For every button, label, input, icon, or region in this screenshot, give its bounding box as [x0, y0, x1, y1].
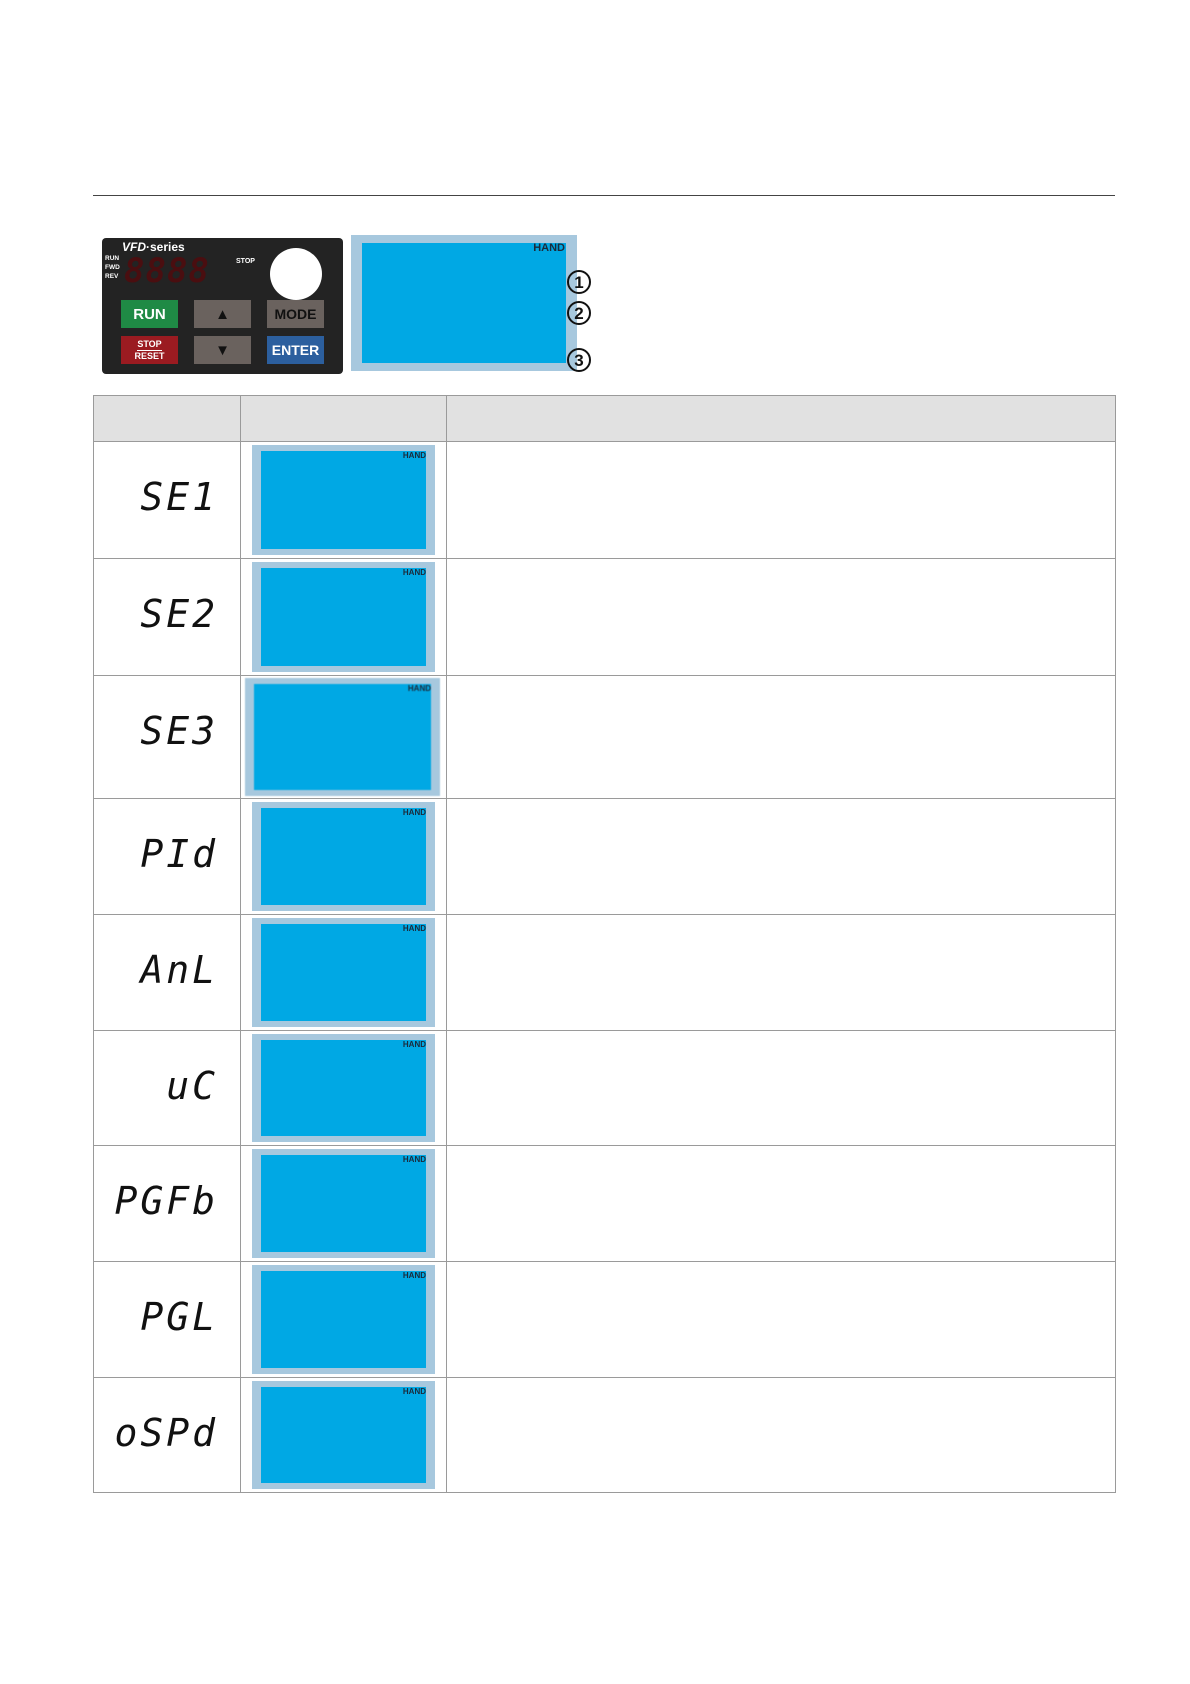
stop-indicator: STOP: [236, 258, 255, 265]
frequency-knob[interactable]: [270, 248, 322, 300]
description-cell: [446, 914, 1116, 1031]
description-cell: [446, 1030, 1116, 1146]
table-row: PId HAND: [93, 798, 1116, 915]
table-row: SE1 HAND: [93, 441, 1116, 559]
lcd-thumbnail: HAND: [252, 445, 435, 555]
lcd-cell: HAND: [240, 1030, 447, 1146]
lcd-screen: [362, 243, 566, 363]
lcd-screen: [261, 808, 426, 905]
code-cell: uC: [93, 1030, 241, 1146]
lcd-screen: [254, 684, 431, 790]
lcd-cell: HAND: [240, 441, 447, 559]
hand-label: HAND: [402, 451, 426, 460]
description-cell: [446, 441, 1116, 559]
up-button[interactable]: ▲: [194, 300, 251, 328]
lcd-screen: [261, 924, 426, 1021]
seven-segment-code: SE1: [140, 475, 218, 519]
hand-label: HAND: [407, 684, 431, 693]
description-cell: [446, 558, 1116, 676]
code-cell: SE3: [93, 675, 241, 799]
lcd-screen: [261, 1155, 426, 1252]
seven-segment-code: oSPd: [114, 1411, 218, 1455]
callout-3: 3: [567, 348, 591, 372]
hand-label: HAND: [533, 242, 565, 254]
down-button[interactable]: ▼: [194, 336, 251, 364]
keypad-panel: VFD·series RUN FWD REV 8888 STOP RUN ▲ M…: [102, 238, 343, 374]
hand-label: HAND: [402, 1387, 426, 1396]
table-row: AnL HAND: [93, 914, 1116, 1031]
lcd-screen: [261, 568, 426, 666]
seven-segment-code: PId: [140, 832, 218, 876]
enter-button[interactable]: ENTER: [267, 336, 324, 364]
description-cell: [446, 1145, 1116, 1262]
hand-label: HAND: [402, 924, 426, 933]
hand-label: HAND: [402, 808, 426, 817]
table-row: SE3 HAND: [93, 675, 1116, 799]
lcd-display: HAND: [351, 235, 577, 371]
header-code: [93, 395, 241, 442]
indicator-fwd: FWD: [105, 264, 120, 271]
led-display: 8888: [124, 251, 210, 291]
table-row: uC HAND: [93, 1030, 1116, 1146]
lcd-thumbnail: HAND: [252, 802, 435, 911]
lcd-thumbnail: HAND: [252, 1381, 435, 1489]
header-lcd: [240, 395, 447, 442]
code-cell: SE2: [93, 558, 241, 676]
seven-segment-code: SE2: [140, 592, 218, 636]
seven-segment-code: PGL: [140, 1295, 218, 1339]
seven-segment-code: uC: [166, 1064, 218, 1108]
hand-label: HAND: [402, 1155, 426, 1164]
lcd-cell: HAND: [240, 798, 447, 915]
lcd-screen: [261, 1387, 426, 1483]
code-cell: PId: [93, 798, 241, 915]
hand-label: HAND: [402, 1271, 426, 1280]
table-row: SE2 HAND: [93, 558, 1116, 676]
indicator-rev: REV: [105, 273, 119, 280]
seven-segment-code: AnL: [140, 948, 218, 992]
lcd-screen: [261, 451, 426, 549]
table-row: PGFb HAND: [93, 1145, 1116, 1262]
seven-segment-code: SE3: [140, 709, 218, 753]
description-cell: [446, 798, 1116, 915]
hand-label: HAND: [402, 1040, 426, 1049]
lcd-cell: HAND: [240, 1261, 447, 1378]
seven-segment-code: PGFb: [114, 1179, 218, 1223]
code-cell: PGL: [93, 1261, 241, 1378]
lcd-screen: [261, 1271, 426, 1368]
lcd-cell: HAND: [240, 1145, 447, 1262]
hand-label: HAND: [402, 568, 426, 577]
stop-reset-button[interactable]: STOP RESET: [121, 336, 178, 364]
code-cell: AnL: [93, 914, 241, 1031]
run-button[interactable]: RUN: [121, 300, 178, 328]
description-cell: [446, 1261, 1116, 1378]
lcd-cell: HAND: [240, 1377, 447, 1493]
description-cell: [446, 675, 1116, 799]
lcd-cell: HAND: [240, 675, 447, 799]
lcd-screen: [261, 1040, 426, 1136]
table-row: PGL HAND: [93, 1261, 1116, 1378]
lcd-thumbnail: HAND: [252, 1034, 435, 1142]
lcd-thumbnail: HAND: [252, 1265, 435, 1374]
table-row: oSPd HAND: [93, 1377, 1116, 1493]
lcd-thumbnail: HAND: [252, 1149, 435, 1258]
indicator-run: RUN: [105, 255, 120, 262]
stop-label: STOP: [137, 338, 162, 351]
mode-button[interactable]: MODE: [267, 300, 324, 328]
reset-label: RESET: [134, 350, 165, 361]
code-cell: PGFb: [93, 1145, 241, 1262]
lcd-cell: HAND: [240, 558, 447, 676]
lcd-thumbnail: HAND: [245, 678, 440, 796]
callout-2: 2: [567, 301, 591, 325]
header-description: [446, 395, 1116, 442]
lcd-cell: HAND: [240, 914, 447, 1031]
lcd-thumbnail: HAND: [252, 562, 435, 672]
callout-1: 1: [567, 270, 591, 294]
code-cell: SE1: [93, 441, 241, 559]
code-cell: oSPd: [93, 1377, 241, 1493]
brand-logo: VFD·series: [122, 240, 185, 254]
display-codes-table: SE1 HAND SE2 HAND SE3: [93, 395, 1116, 1493]
header-rule: [93, 195, 1115, 196]
lcd-thumbnail: HAND: [252, 918, 435, 1027]
description-cell: [446, 1377, 1116, 1493]
